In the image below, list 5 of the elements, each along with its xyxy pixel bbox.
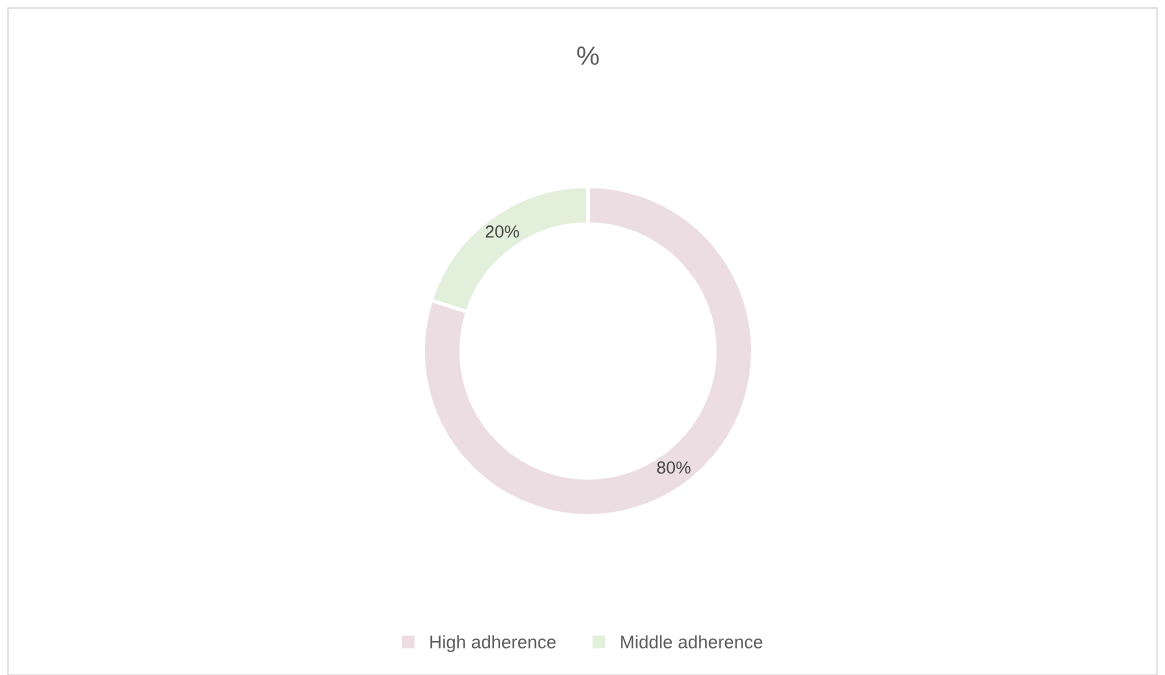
data-label: 80% <box>657 461 691 474</box>
data-label: 20% <box>485 225 520 238</box>
legend-label: High adherence <box>430 635 556 652</box>
legend-label: Middle adherence <box>621 635 763 649</box>
chart-title: % <box>577 46 599 65</box>
